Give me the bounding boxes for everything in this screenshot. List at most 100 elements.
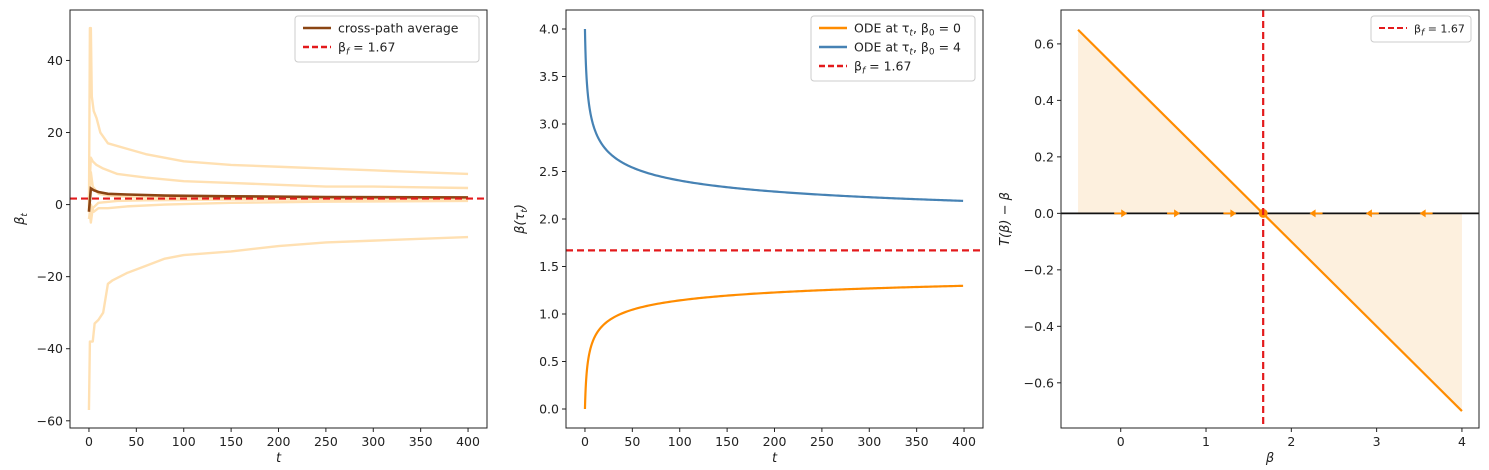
legend-subscript: 0 — [929, 48, 935, 58]
y-label-part: t — [20, 213, 30, 217]
y-tick-label: 0.0 — [1034, 206, 1054, 221]
series-path-line — [87, 199, 469, 220]
y-label-part: t — [520, 209, 530, 213]
legend-subscript: f — [1421, 29, 1426, 39]
plot-area — [566, 28, 983, 410]
x-tick-label: 250 — [810, 434, 834, 449]
x-tick-label: 50 — [128, 434, 144, 449]
legend-text: cross-path average — [338, 21, 459, 36]
series-path-line — [87, 156, 469, 198]
x-tick-label: 0 — [1117, 434, 1125, 449]
x-tick-label: 150 — [219, 434, 243, 449]
x-tick-label: 200 — [267, 434, 291, 449]
x-tick-label: 100 — [668, 434, 692, 449]
legend-text-prefix: β — [854, 59, 862, 74]
flow-arrow-head — [1365, 209, 1372, 218]
x-axis-label: t — [276, 451, 282, 466]
y-tick-label: 1.5 — [539, 259, 559, 274]
y-tick-label: −0.2 — [1024, 262, 1054, 277]
panel-ode-trajectories: 0 50 100 150 200 250 300 350 400 0.0 0.5 1.0 1.5 2.0 2… — [513, 9, 984, 466]
legend-entry: βf = 1.67 — [854, 59, 911, 77]
series-path-line — [87, 26, 469, 212]
y-tick-label: 20 — [47, 125, 63, 140]
legend-text-prefix: β — [338, 40, 346, 55]
y-tick-label: −0.4 — [1024, 319, 1054, 334]
y-tick-label: 1.0 — [539, 307, 559, 322]
series-average-line — [87, 186, 469, 212]
legend-entry: ODE at τt, β0 = 0 — [854, 21, 961, 39]
legend-subscript: 0 — [929, 29, 935, 39]
legend-text-rest: = 4 — [935, 40, 961, 55]
y-tick-label: 0 — [55, 197, 63, 212]
flow-arrow-head — [1121, 209, 1128, 218]
series-path-line — [87, 235, 469, 410]
y-tick-label: −40 — [37, 341, 63, 356]
y-tick-label: 0.2 — [1034, 149, 1054, 164]
flow-arrow-head — [1309, 209, 1316, 218]
y-tick-label: −20 — [37, 269, 63, 284]
series-ode-beta0-0 — [583, 284, 964, 410]
x-tick-label: 200 — [763, 434, 787, 449]
legend-text-mid: , β — [913, 21, 929, 36]
legend-box — [294, 15, 480, 63]
axes-frame — [1060, 9, 1480, 429]
series-ode-beta0-4 — [583, 28, 964, 202]
y-label-part: β(τ — [513, 213, 528, 235]
x-axis-label: t — [772, 451, 778, 466]
legend-text-rest: = 1.67 — [865, 59, 911, 74]
legend-subscript: f — [346, 48, 351, 58]
y-label-part: T(β) − β — [998, 192, 1013, 246]
x-tick-label: 1 — [1202, 434, 1210, 449]
legend-text-prefix: β — [1414, 23, 1421, 36]
panel-beta-paths: 0 50 100 150 200 250 300 350 400−60−40−2002040tβ… — [13, 9, 488, 466]
x-tick-label: 300 — [361, 434, 385, 449]
legend-entry: ODE at τt, β0 = 4 — [854, 40, 961, 58]
flow-arrow-head — [1230, 209, 1237, 218]
mapping-line — [1077, 28, 1463, 412]
y-tick-label: 0.4 — [1034, 93, 1054, 108]
y-tick-label: 3.5 — [539, 69, 559, 84]
x-tick-label: 400 — [952, 434, 976, 449]
y-label-part: ) — [513, 204, 528, 210]
y-tick-label: 3.0 — [539, 117, 559, 132]
legend-entry: βf = 1.67 — [1414, 23, 1465, 39]
legend-subscript: t — [909, 29, 913, 39]
axes-frame — [69, 9, 488, 429]
y-label-part: β — [13, 217, 28, 226]
x-tick-label: 100 — [172, 434, 196, 449]
legend-text-rest: = 1.67 — [349, 40, 395, 55]
y-tick-label: 2.0 — [539, 212, 559, 227]
legend-text-mid: , β — [913, 40, 929, 55]
x-tick-label: 50 — [624, 434, 640, 449]
x-tick-label: 0 — [581, 434, 589, 449]
y-axis-label: T(β) − β — [998, 192, 1013, 246]
y-tick-label: −0.6 — [1024, 375, 1054, 390]
flow-arrow-head — [1419, 209, 1426, 218]
flow-arrow-head — [1174, 209, 1181, 218]
plot-area — [70, 26, 487, 410]
x-axis-label: β — [1265, 451, 1274, 466]
y-tick-label: 0.5 — [539, 354, 559, 369]
x-tick-label: 0 — [85, 434, 93, 449]
x-tick-label: 350 — [905, 434, 929, 449]
legend-text-prefix: ODE at τ — [854, 40, 909, 55]
y-tick-label: 0.0 — [539, 402, 559, 417]
x-tick-label: 150 — [715, 434, 739, 449]
legend-text-prefix: ODE at τ — [854, 21, 909, 36]
y-axis-label: β(τt) — [513, 204, 530, 235]
legend-text-rest: = 0 — [935, 21, 961, 36]
x-tick-label: 250 — [314, 434, 338, 449]
panel-mapping-difference: 0 1 2 3 4−0.6−0.4−0.20.00.20.40.6βT(β) − ββf… — [998, 9, 1480, 466]
y-axis-label: βt — [13, 213, 30, 226]
legend-box — [1370, 15, 1472, 43]
legend-subscript: f — [862, 67, 867, 77]
x-tick-label: 2 — [1287, 434, 1295, 449]
y-tick-label: 40 — [47, 53, 63, 68]
legend-text-rest: = 1.67 — [1424, 23, 1465, 36]
x-tick-label: 300 — [857, 434, 881, 449]
legend-box — [810, 15, 976, 82]
plot-area — [1061, 10, 1479, 428]
legend-entry: cross-path average — [338, 21, 459, 36]
y-tick-label: 4.0 — [539, 22, 559, 37]
